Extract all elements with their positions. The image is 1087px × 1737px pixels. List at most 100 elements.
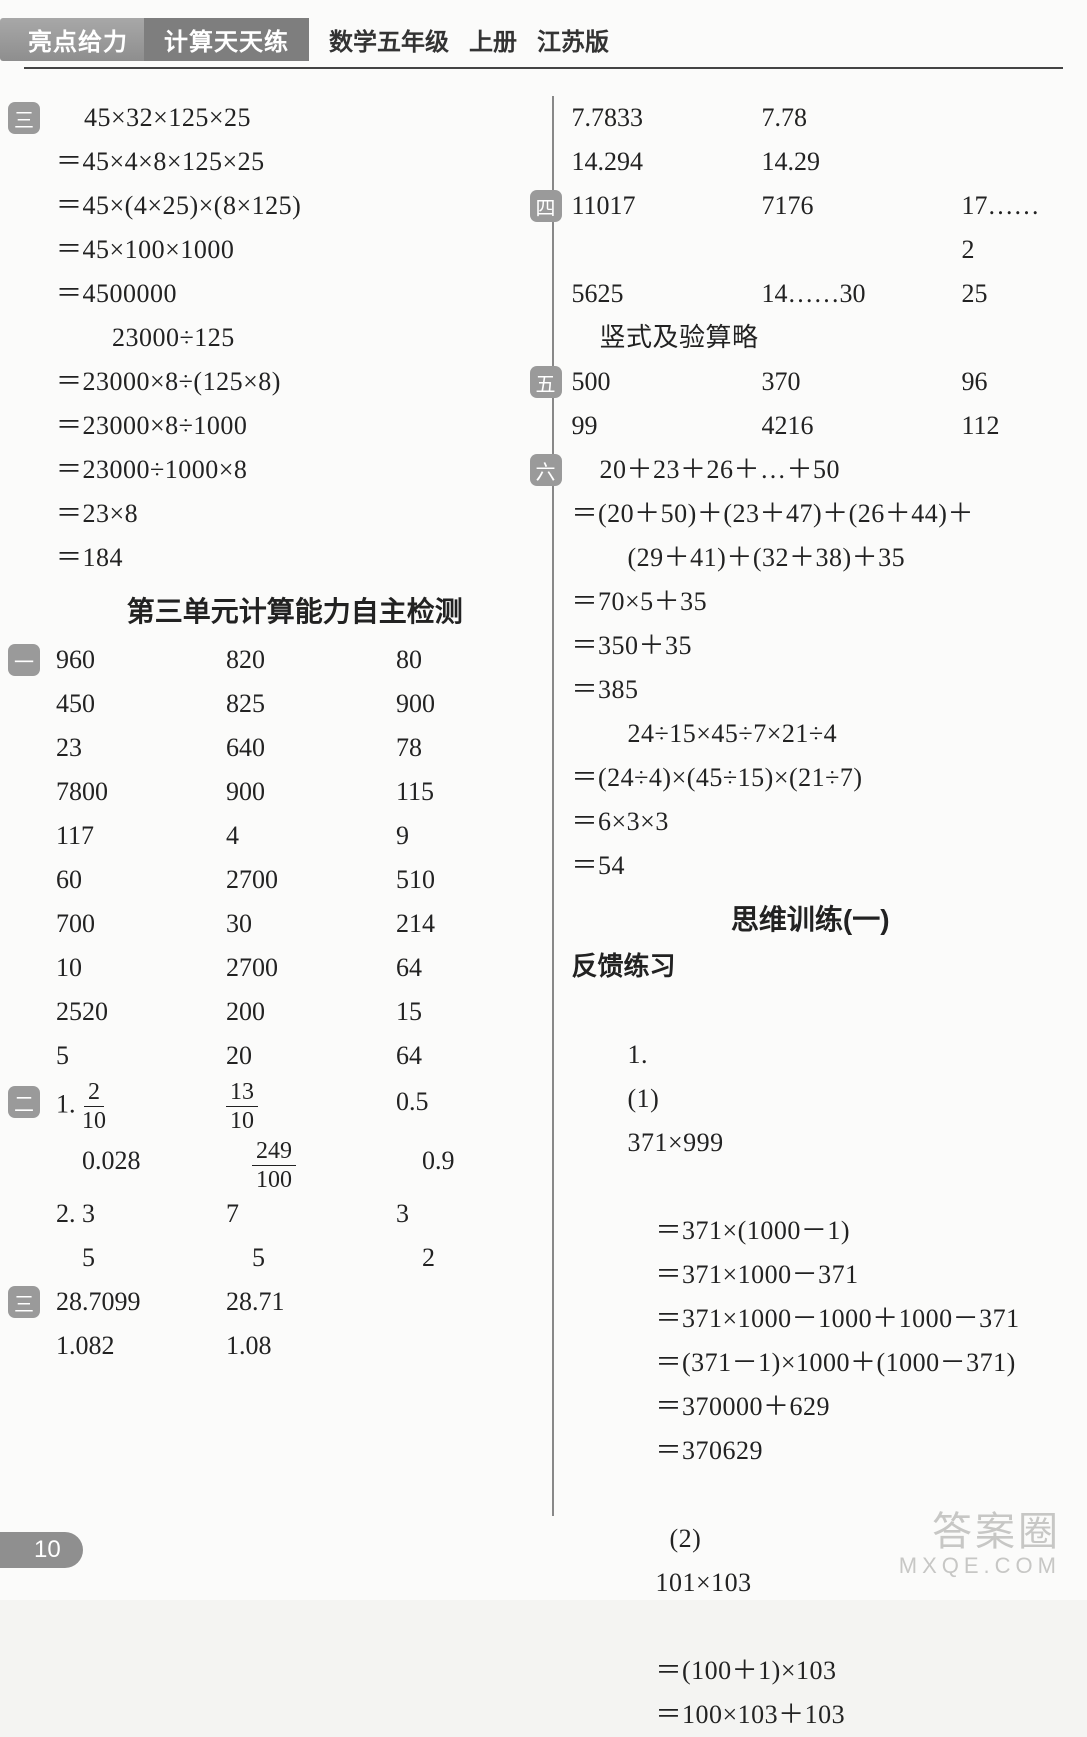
table-cell: 7800 (56, 770, 226, 814)
q1-l0: 371×999 (628, 1128, 724, 1157)
p6-l8: ＝54 (572, 844, 1050, 888)
two-row4-a: 5 (82, 1243, 95, 1272)
table-row: 602700510 (56, 858, 534, 902)
frac-249-100: 249 100 (252, 1139, 296, 1192)
volume-text: 上册 (469, 29, 517, 56)
table-cell: 28.71 (226, 1280, 396, 1324)
grid1: 一 96082080450825900236407878009001151174… (56, 638, 534, 1078)
badge-3: 三 (8, 102, 40, 134)
grid5: 五 50037096994216112 (572, 360, 1050, 448)
p6-l4: ＝385 (572, 668, 1050, 712)
column-divider (552, 96, 554, 1516)
right-column: 7.78337.7814.29414.29 四 11017717617……256… (572, 96, 1050, 1516)
p6-l1b: (29＋41)＋(32＋38)＋35 (572, 536, 1050, 580)
q1-m2: ＝100×103＋103 (572, 1693, 1050, 1737)
header-bar: 亮点给力 计算天天练 数学五年级 上册 江苏版 (0, 18, 1087, 61)
table-cell: 5 (56, 1034, 226, 1078)
two-row4: 5 5 2 (56, 1236, 534, 1280)
badge-5: 五 (530, 366, 562, 398)
thinking-title: 思维训练(一) (572, 898, 1050, 938)
table-cell: 9 (396, 814, 534, 858)
table-row: 52064 (56, 1034, 534, 1078)
table-cell: 14……30 (762, 272, 962, 316)
top-grid: 7.78337.7814.29414.29 (572, 96, 1050, 184)
table-cell: 4216 (762, 404, 962, 448)
frac-2-10: 2 10 (82, 1080, 106, 1133)
table-cell: 14.294 (572, 140, 762, 184)
two-row3-a: 3 (82, 1199, 95, 1228)
edition-text: 江苏版 (537, 29, 609, 56)
q1-l5: ＝370000＋629 (572, 1385, 1050, 1429)
p6-l2: ＝70×5＋35 (572, 580, 1050, 624)
p3-l7: ＝23000×8÷1000 (56, 404, 534, 448)
table-cell: 510 (396, 858, 534, 902)
table-row: 562514……3025 (572, 272, 1050, 316)
table-cell: 5625 (572, 272, 762, 316)
table-cell: 370 (762, 360, 962, 404)
table-cell: 25 (962, 272, 1050, 316)
two-row3-b: 7 (226, 1199, 239, 1228)
table-cell: 7.7833 (572, 96, 762, 140)
table-cell: 7176 (762, 184, 962, 272)
unit3-title: 第三单元计算能力自主检测 (56, 590, 534, 630)
table-cell: 1.08 (226, 1324, 396, 1368)
p3-l8: ＝23000÷1000×8 (56, 448, 534, 492)
q1-l3: ＝371×1000－1000＋1000－371 (572, 1297, 1050, 1341)
table-cell: 96 (962, 360, 1050, 404)
table-cell: 825 (226, 682, 396, 726)
grid4: 四 11017717617……2562514……3025 (572, 184, 1050, 316)
subject-text: 数学五年级 (329, 29, 449, 56)
feedback-label: 反馈练习 (572, 946, 1050, 983)
table-row: 14.29414.29 (572, 140, 1050, 184)
table-cell: 30 (226, 902, 396, 946)
two-row4-b: 5 (252, 1243, 265, 1272)
content-area: 三 45×32×125×25 ＝45×4×8×125×25 ＝45×(4×25)… (0, 78, 1087, 1516)
badge-2: 二 (8, 1086, 40, 1118)
table-row: 450825900 (56, 682, 534, 726)
table-cell: 700 (56, 902, 226, 946)
table-cell: 4 (226, 814, 396, 858)
p3-l1: ＝45×4×8×125×25 (56, 140, 534, 184)
table-cell: 14.29 (762, 140, 962, 184)
table-row: 28.709928.71 (56, 1280, 534, 1324)
table-cell: 117 (56, 814, 226, 858)
watermark-line2: MXQE.COM (899, 1554, 1061, 1578)
table-cell: 99 (572, 404, 762, 448)
two-row3-label: 2. (56, 1199, 76, 1228)
page-number: 10 (0, 1532, 83, 1568)
two-row3-c: 3 (396, 1199, 409, 1228)
p3-l9: ＝23×8 (56, 492, 534, 536)
table-cell: 10 (56, 946, 226, 990)
table-cell: 7.78 (762, 96, 962, 140)
p3-l10: ＝184 (56, 536, 534, 580)
table-cell: 900 (396, 682, 534, 726)
table-row: 7.78337.78 (572, 96, 1050, 140)
table-cell: 60 (56, 858, 226, 902)
two-row2-a: 0.028 (82, 1146, 141, 1175)
p6-l1: ＝(20＋50)＋(23＋47)＋(26＋44)＋ (572, 492, 1050, 536)
table-row: 252020015 (56, 990, 534, 1034)
table-row: 70030214 (56, 902, 534, 946)
two-row2: 0.028 249 100 0.9 (56, 1139, 534, 1192)
q1-m0: 101×103 (656, 1568, 752, 1597)
table-cell: 820 (226, 638, 396, 682)
q1-line0: 1. (1) 371×999 (572, 989, 1050, 1209)
p6-l6: ＝(24÷4)×(45÷15)×(21÷7) (572, 756, 1050, 800)
q1-l2: ＝371×1000－371 (572, 1253, 1050, 1297)
grid3b: 三 28.709928.711.0821.08 (56, 1280, 534, 1368)
table-row: 2364078 (56, 726, 534, 770)
q1-sub1: (1) (628, 1084, 660, 1113)
table-cell (396, 1324, 534, 1368)
table-cell: 115 (396, 770, 534, 814)
table-cell: 20 (226, 1034, 396, 1078)
table-cell: 64 (396, 1034, 534, 1078)
q1-l1: ＝371×(1000－1) (572, 1209, 1050, 1253)
table-cell (396, 1280, 534, 1324)
table-cell: 15 (396, 990, 534, 1034)
badge-3b: 三 (8, 1286, 40, 1318)
frac-13-10: 13 10 (226, 1080, 258, 1133)
two-row2-c: 0.9 (422, 1146, 455, 1175)
table-cell: 23 (56, 726, 226, 770)
header-subject: 数学五年级 上册 江苏版 (309, 18, 629, 61)
table-cell: 960 (56, 638, 226, 682)
